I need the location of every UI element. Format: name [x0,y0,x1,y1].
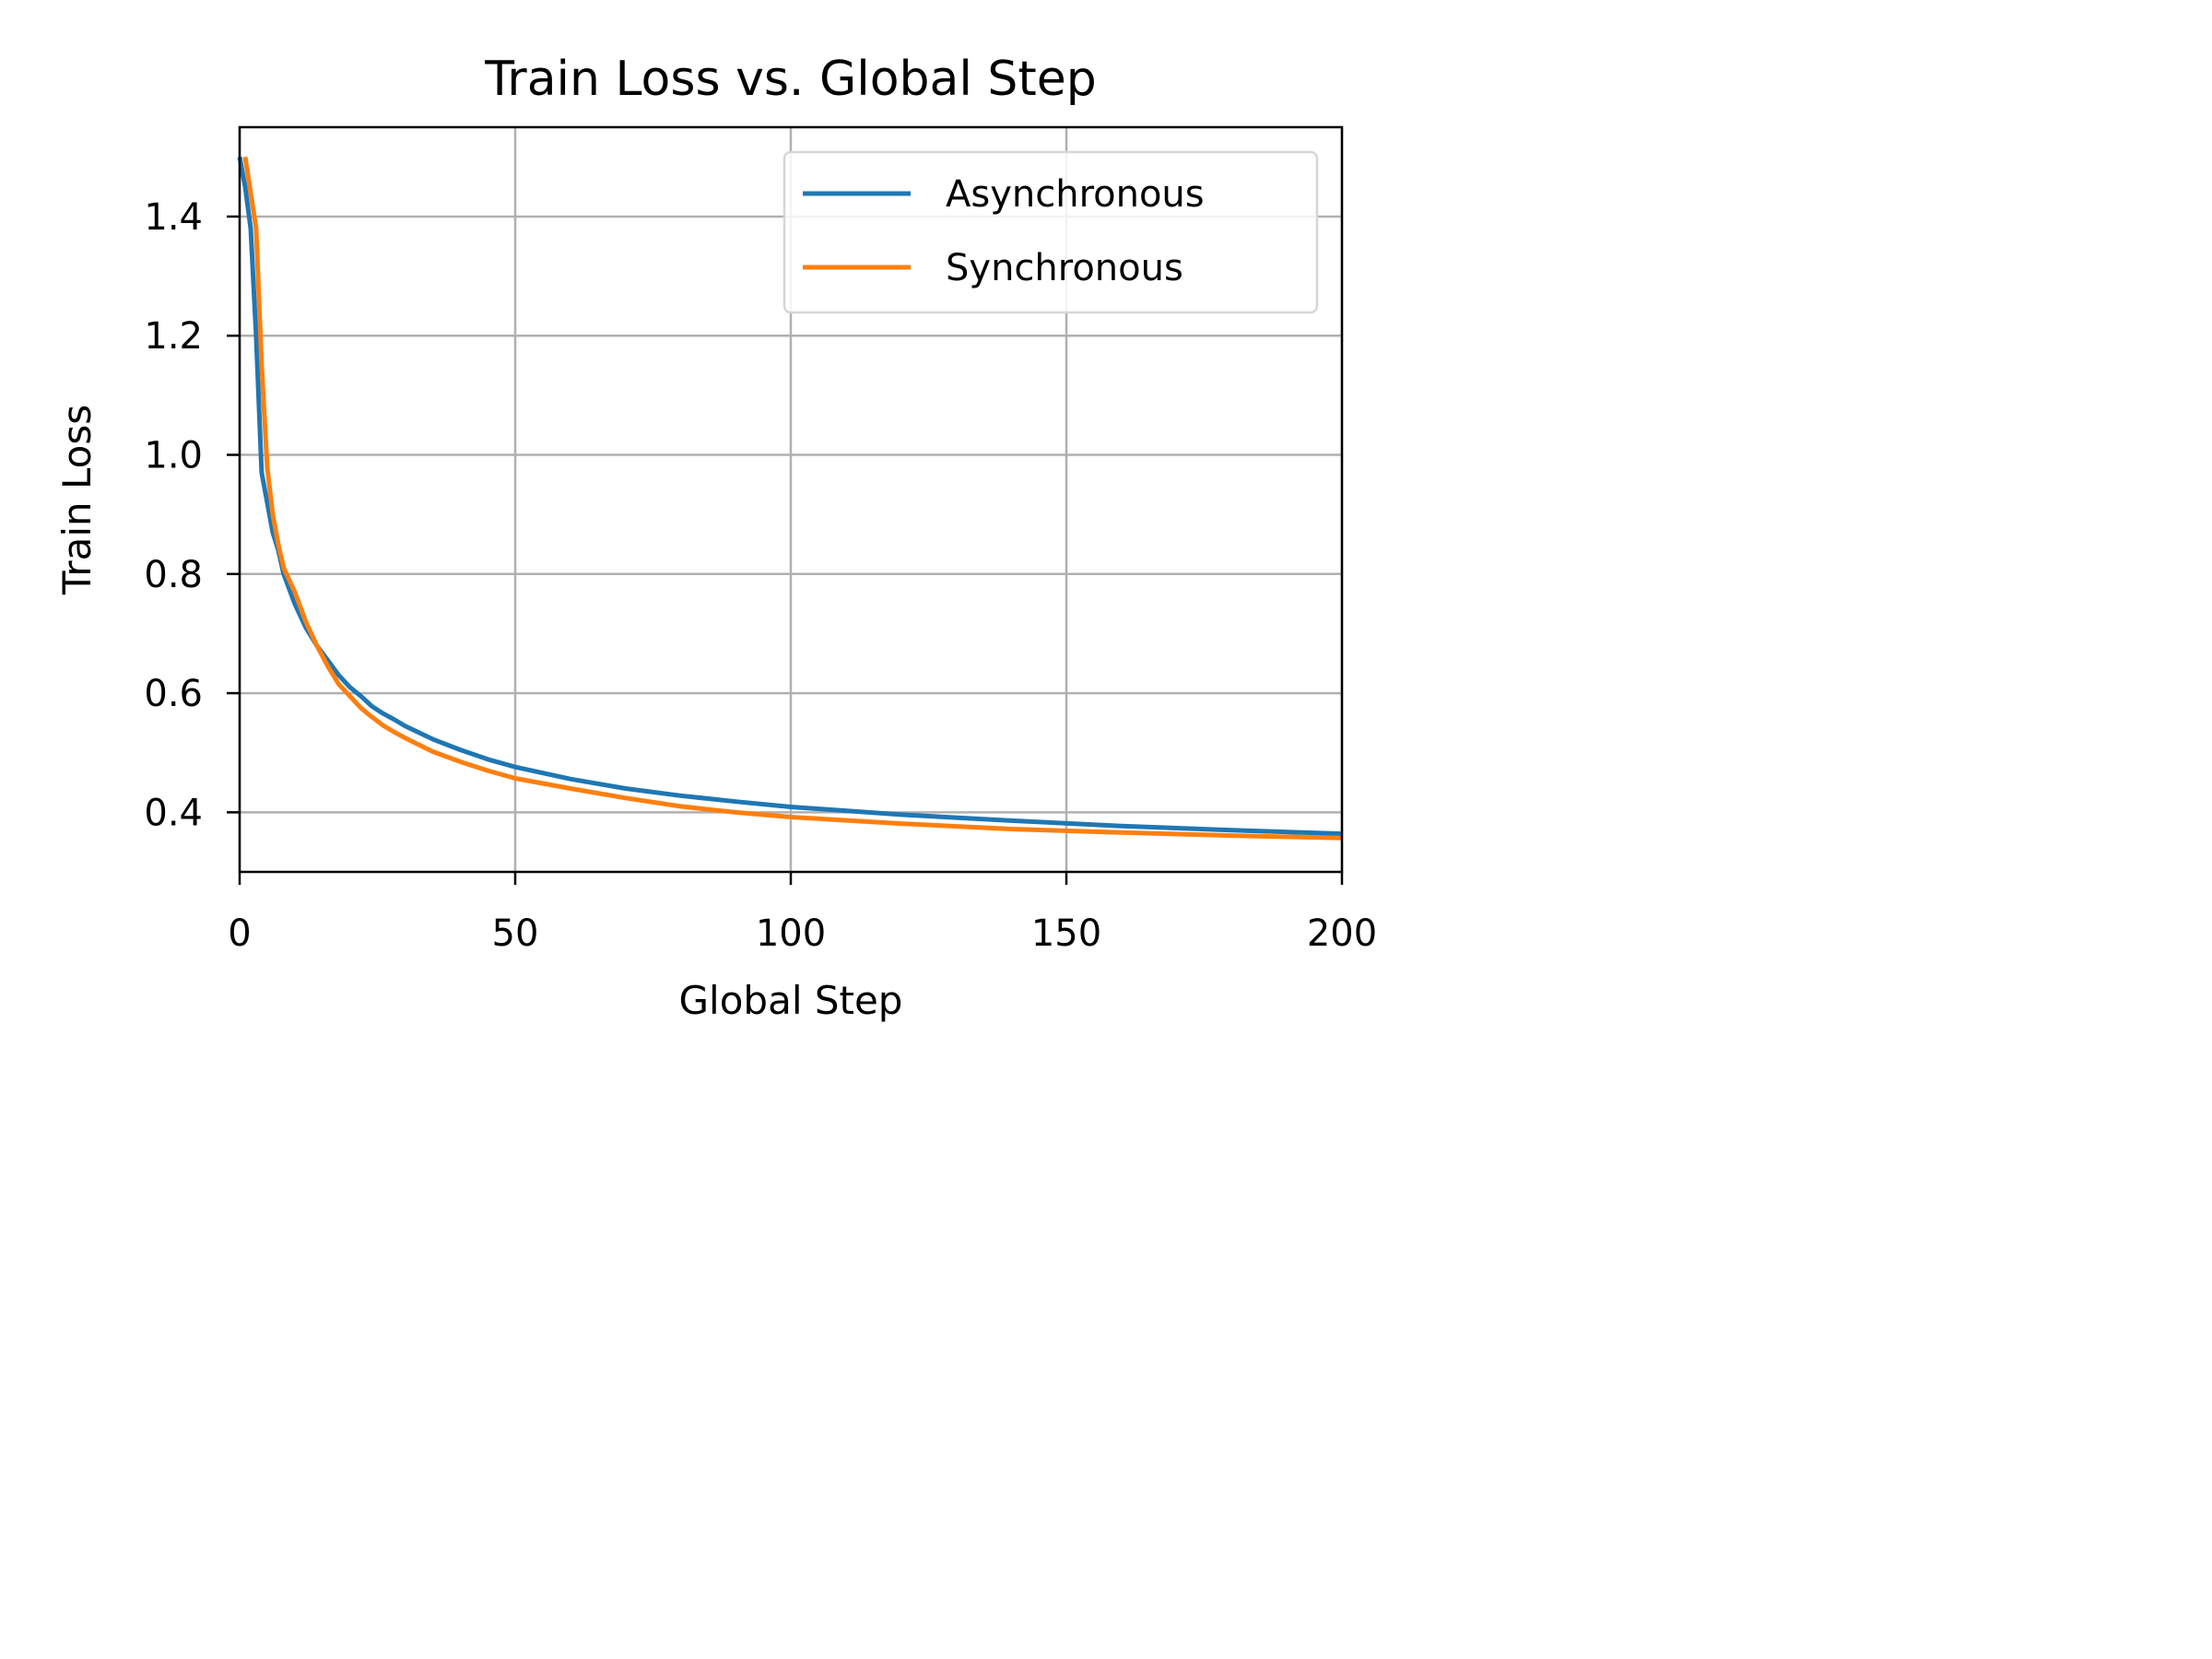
line-chart: 0 50 100 150 200 0.4 0.6 0.8 1.0 1.2 1.4 Train Los… [0,0,1425,1069]
y-tick-label: 1.2 [144,315,203,358]
legend-label-asynchronous: Asynchronous [946,173,1205,216]
y-tick-label: 0.4 [144,792,203,834]
chart-title: Train Loss vs. Global Step [484,52,1097,107]
x-tick-label: 100 [756,912,826,955]
legend: Asynchronous Synchronous [782,150,1319,314]
y-tick-label: 0.6 [144,673,203,715]
x-tick-label: 50 [492,912,539,955]
series-line-asynchronous [237,156,1343,837]
series-lines [237,156,1343,841]
legend-label-synchronous: Synchronous [946,247,1183,289]
x-tick-label: 200 [1307,912,1377,955]
y-tick-label: 1.4 [144,196,203,239]
x-tick-label: 150 [1031,912,1101,955]
y-axis-label: Train Loss [54,405,100,595]
axis-ticks: 0 50 100 150 200 0.4 0.6 0.8 1.0 1.2 1.4 [144,196,1377,955]
x-tick-label: 0 [228,912,251,955]
legend-box [782,150,1319,314]
y-tick-label: 0.8 [144,554,203,596]
y-tick-label: 1.0 [144,435,203,477]
series-line-synchronous [242,156,1343,841]
x-axis-label: Global Step [679,978,903,1023]
